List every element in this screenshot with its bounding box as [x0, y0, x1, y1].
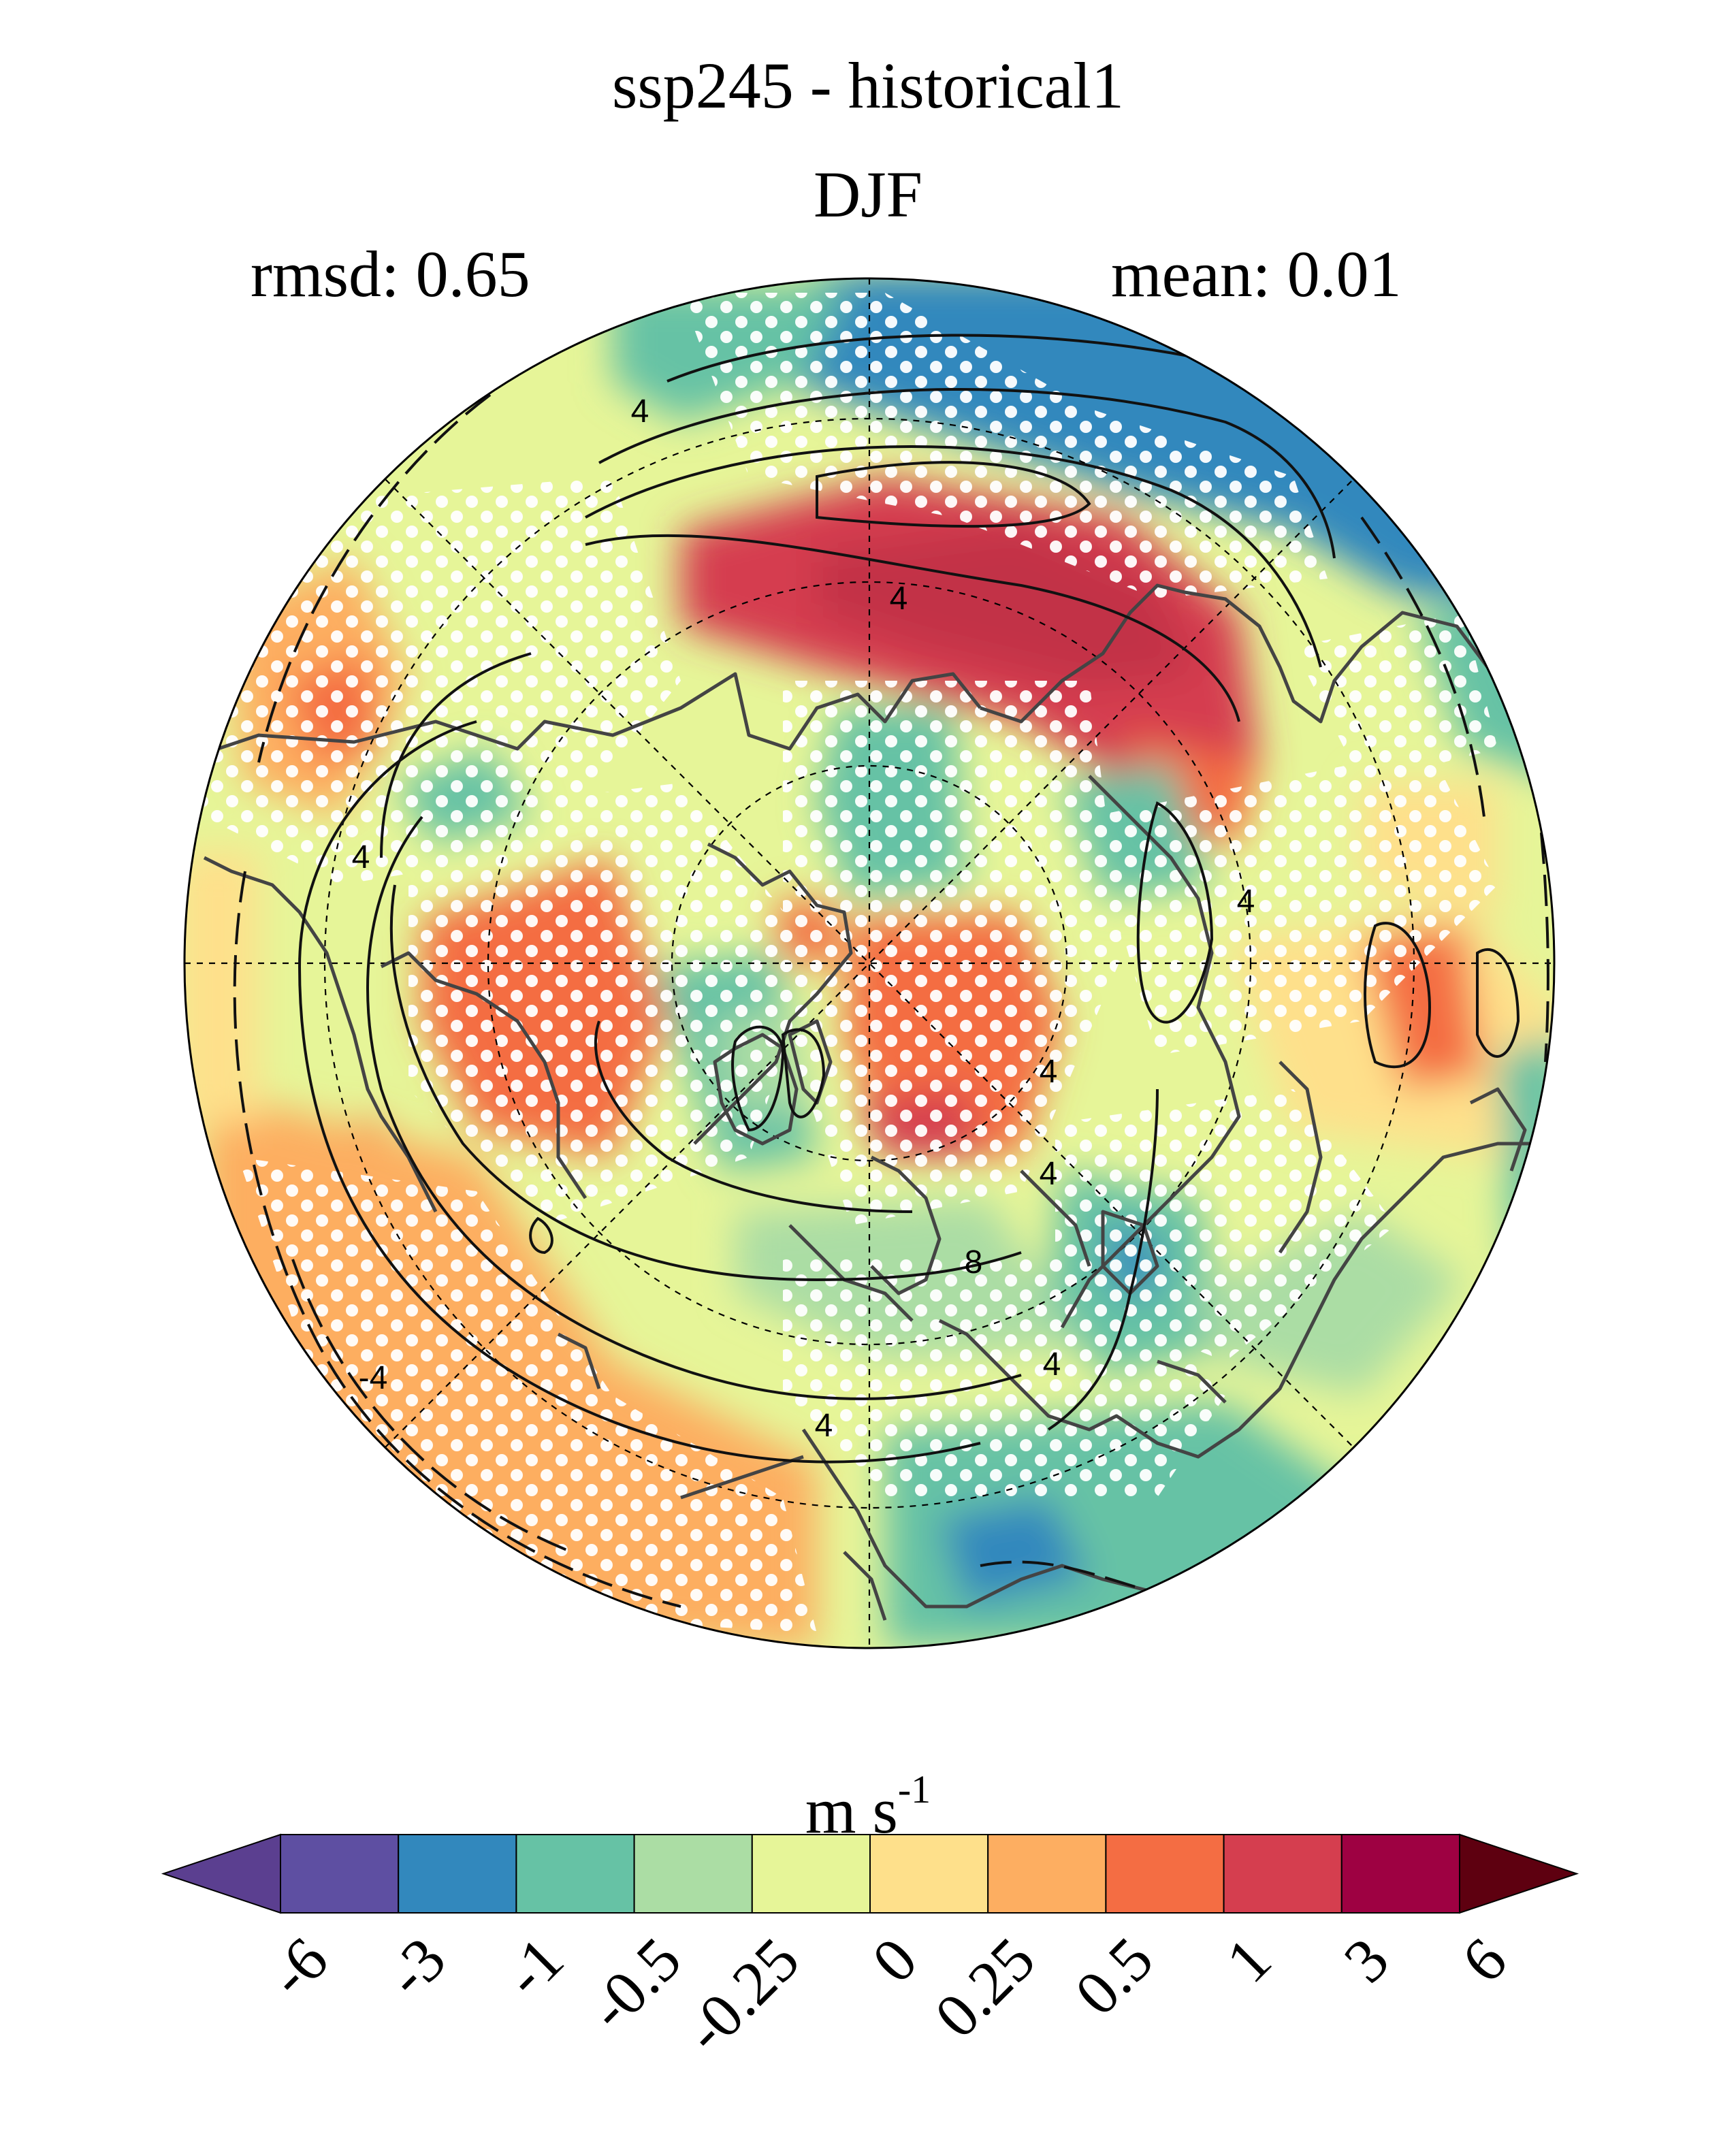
colorbar-segment	[1223, 1834, 1343, 1914]
rmsd-label: rmsd: 0.65	[251, 238, 530, 310]
season-label: DJF	[813, 158, 923, 231]
map-field: 4 4 4 4 4 4 8 4 -4 4	[184, 278, 1554, 1648]
contour-label: 4	[631, 393, 649, 430]
graticule	[184, 278, 1554, 1648]
colorbar-segment	[869, 1834, 989, 1914]
units-main: m s	[805, 1774, 898, 1847]
contours	[298, 334, 1520, 1464]
contour-label: 4	[1237, 884, 1255, 920]
colorbar-segment	[1105, 1834, 1225, 1914]
contour-label: 4	[890, 581, 908, 617]
colorbar-segment	[1340, 1834, 1461, 1914]
map-border	[183, 277, 1556, 1649]
colorbar-segment	[280, 1834, 400, 1914]
contour-label: 4	[1040, 1156, 1058, 1192]
colorbar-segment	[633, 1834, 753, 1914]
negative-contours	[233, 393, 1549, 1608]
significance-stippling	[204, 293, 1498, 1634]
colorbar-segment	[398, 1834, 517, 1914]
contour-label: -4	[359, 1360, 388, 1396]
contour-label: 4	[1043, 1346, 1061, 1383]
colorbar-segment	[515, 1834, 635, 1914]
colorbar-segment	[751, 1834, 871, 1914]
colorbar-segment	[987, 1834, 1107, 1914]
units-exponent: -1	[897, 1767, 931, 1811]
contour-label: 8	[965, 1244, 983, 1280]
colorbar-extend-high	[1459, 1833, 1579, 1914]
colorbar	[161, 1833, 1579, 1914]
contour-label: 4	[1040, 1054, 1058, 1090]
contour-label: 4	[352, 839, 370, 875]
mean-label: mean: 0.01	[1111, 238, 1402, 310]
chart-title: ssp245 - historical1	[612, 49, 1124, 122]
colorbar-extend-low	[161, 1833, 281, 1914]
contour-label: 4	[815, 1408, 833, 1444]
colorbar-units: m s-1	[0, 1770, 1736, 1843]
contour-labels: 4 4 4 4 4 4 8 4 -4 4	[352, 393, 1255, 1444]
